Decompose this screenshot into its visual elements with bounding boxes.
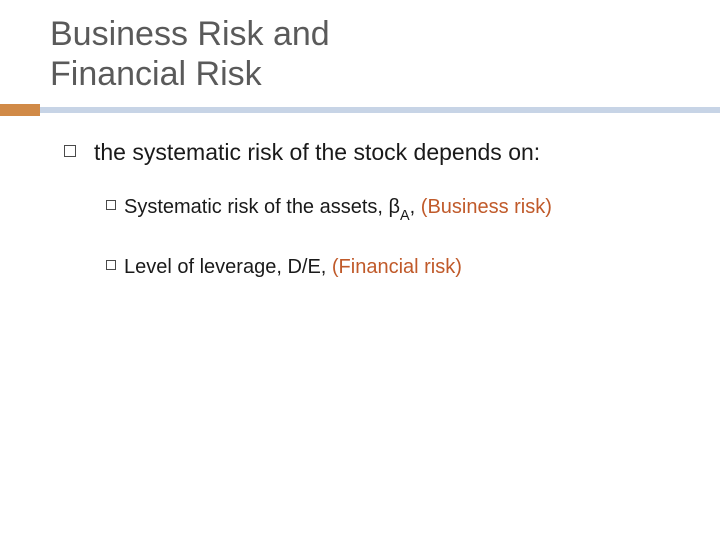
lvl2-text: Level of leverage, D/E, (Financial risk) — [124, 254, 462, 280]
title-area: Business Risk and Financial Risk — [0, 0, 720, 100]
lvl1-text: the systematic risk of the stock depends… — [94, 138, 540, 168]
list-item: the systematic risk of the stock depends… — [64, 138, 680, 168]
square-bullet-icon — [106, 200, 116, 210]
title-line2: Financial Risk — [50, 55, 262, 93]
item-pre: Level of leverage, D/E, — [124, 256, 332, 278]
slide-title: Business Risk and Financial Risk — [50, 14, 720, 94]
square-bullet-icon — [64, 145, 76, 157]
highlight-text: (Financial risk) — [332, 256, 462, 278]
blue-bar-icon — [40, 107, 720, 113]
beta-symbol: β — [389, 196, 401, 218]
content-area: the systematic risk of the stock depends… — [0, 116, 720, 280]
list-item: Systematic risk of the assets, βA, (Busi… — [106, 194, 680, 224]
highlight-text: (Business risk) — [421, 196, 552, 218]
beta-subscript: A — [400, 208, 410, 224]
title-underline — [0, 104, 720, 116]
orange-bar-icon — [0, 104, 40, 116]
list-item: Level of leverage, D/E, (Financial risk) — [106, 254, 680, 280]
item-comma: , — [410, 196, 421, 218]
lvl2-text: Systematic risk of the assets, βA, (Busi… — [124, 194, 552, 224]
square-bullet-icon — [106, 260, 116, 270]
item-pre: Systematic risk of the assets, — [124, 196, 389, 218]
title-line1: Business Risk and — [50, 15, 330, 53]
